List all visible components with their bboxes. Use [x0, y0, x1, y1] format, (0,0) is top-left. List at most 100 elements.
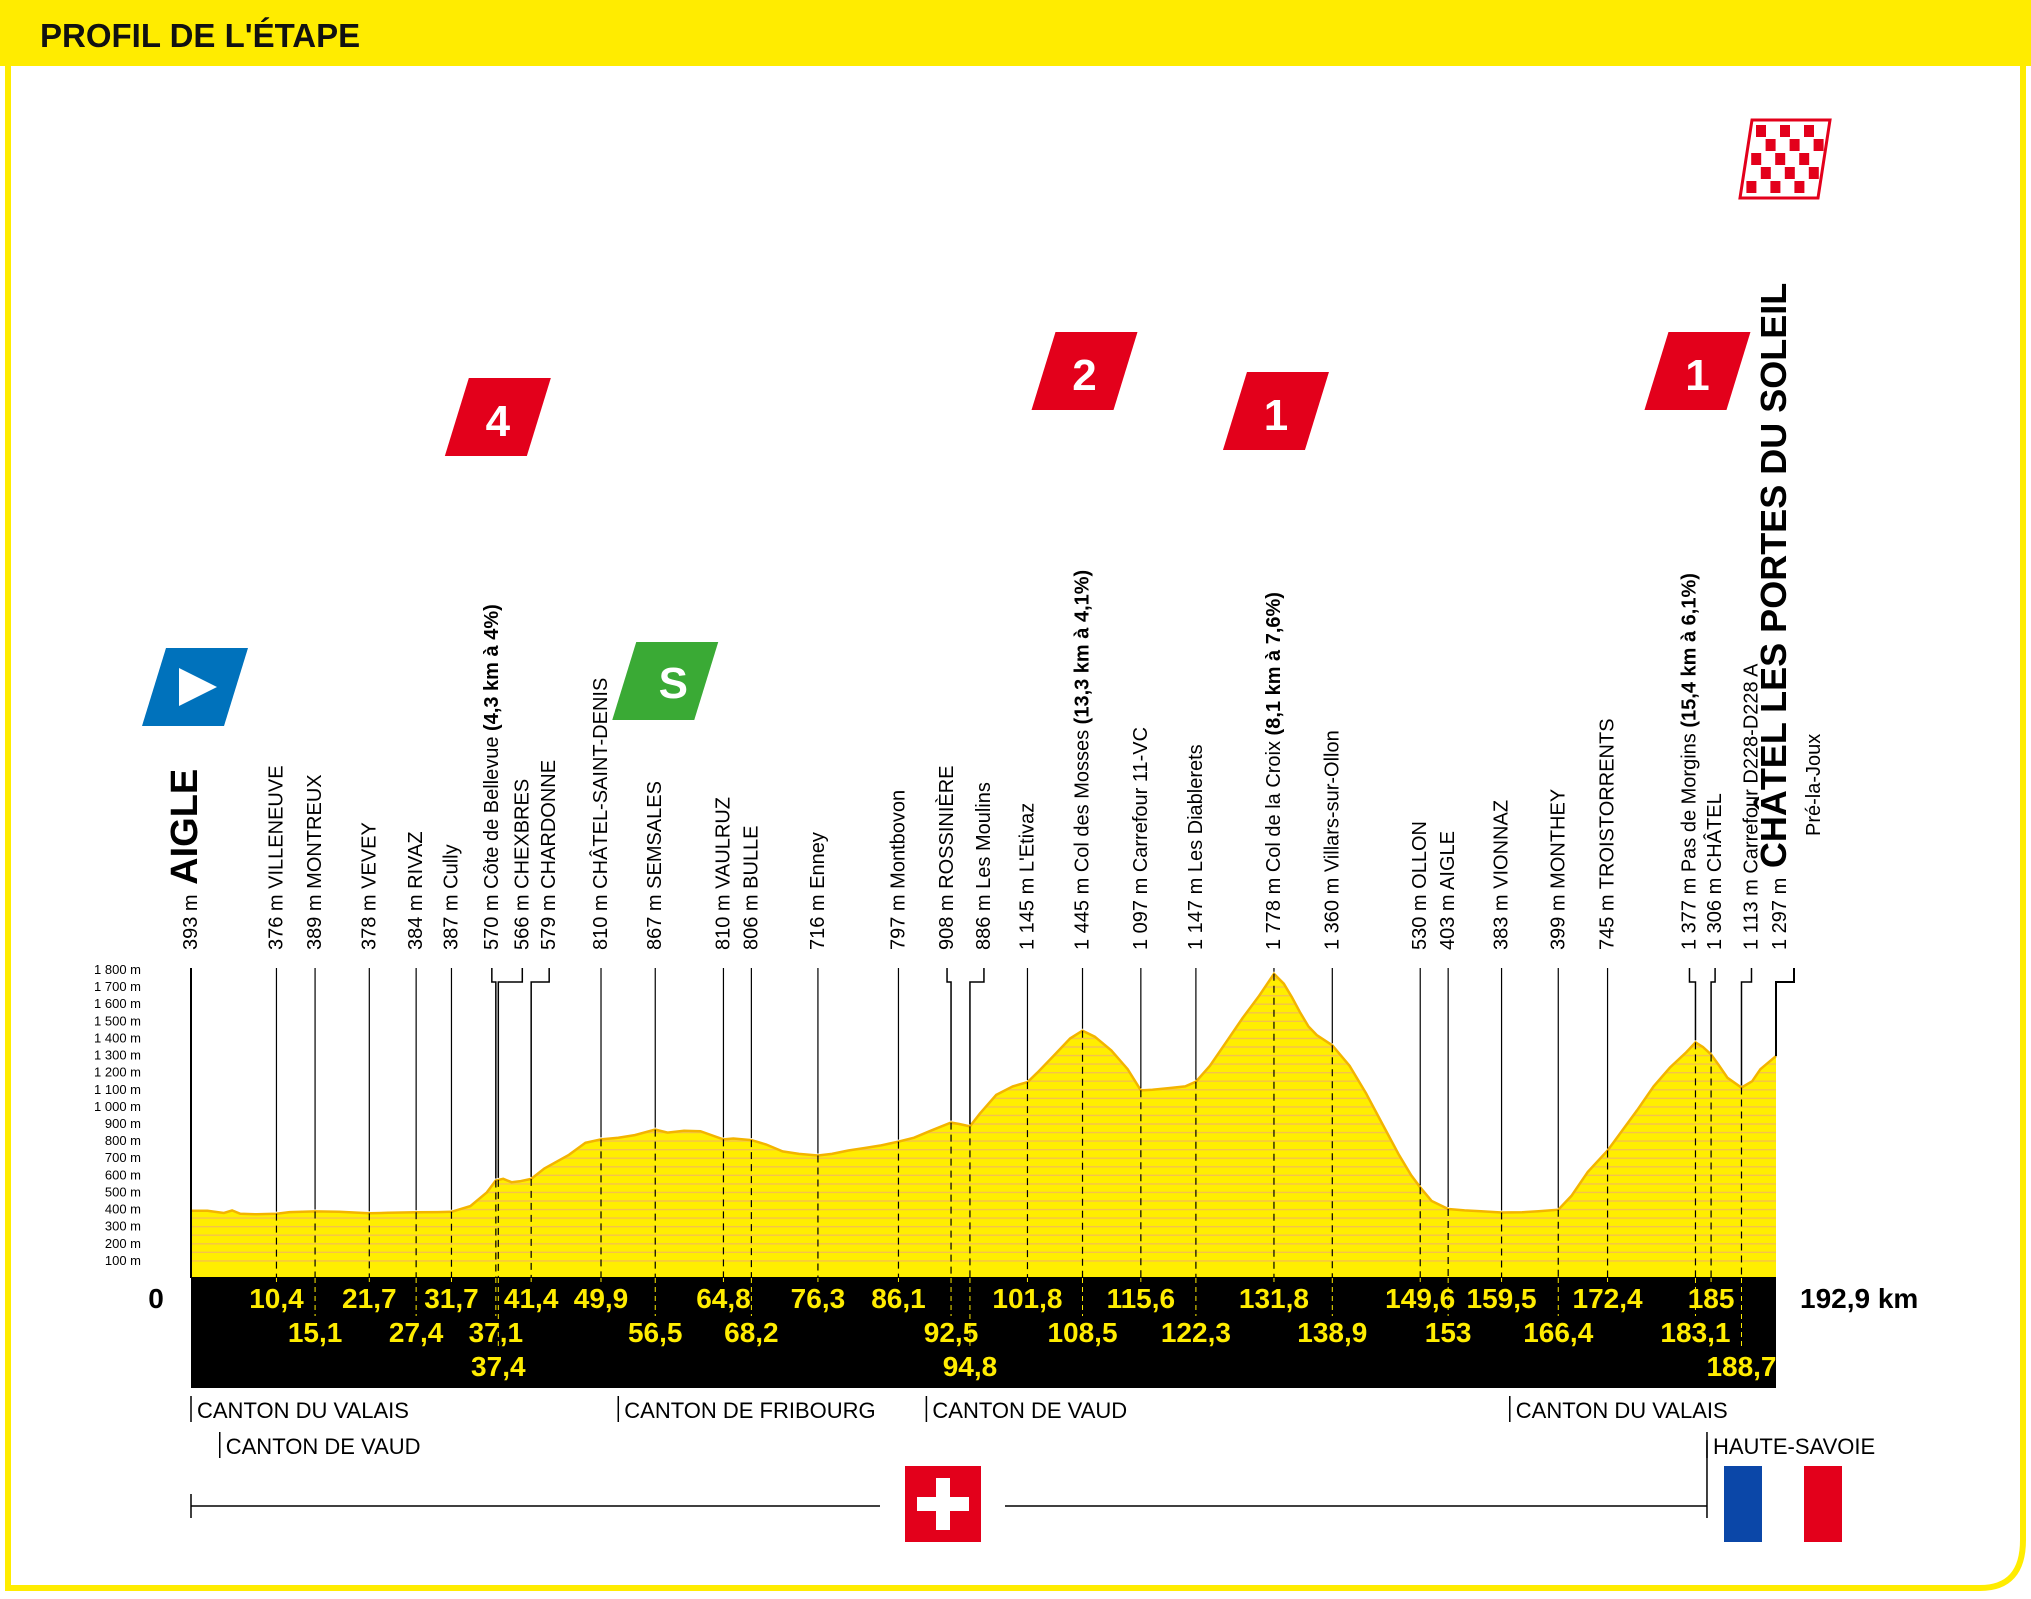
waypoint-name: MONTHEY — [1547, 789, 1569, 889]
climb-detail: (4,3 km à 4%) — [481, 604, 503, 736]
waypoint-label: 908 m ROSSINIÈRE — [935, 765, 958, 950]
waypoint-connector — [1740, 968, 1753, 1086]
waypoint-connector — [969, 968, 985, 1125]
km-total-label: 192,9 km — [1800, 1283, 1918, 1314]
waypoint-name: CHÂTEL LES PORTES DU SOLEIL — [1752, 283, 1794, 868]
climb-detail: (13,3 km à 4,1%) — [1072, 570, 1094, 730]
finish-flag-square — [1804, 125, 1814, 137]
climb-category-badge — [444, 378, 551, 456]
y-tick-label: 800 m — [105, 1133, 141, 1148]
waypoint-name: Carrefour D228-D228 A — [1740, 663, 1762, 874]
finish-flag-square — [1760, 167, 1771, 179]
km-label-middle: 68,2 — [724, 1317, 779, 1348]
waypoint-connector — [1688, 968, 1697, 1041]
waypoint-label: 1 778 m Col de la Croix (8,1 km à 7,6%) — [1263, 592, 1285, 950]
waypoint-name: AIGLE — [1437, 831, 1459, 890]
waypoint-connector — [491, 968, 497, 1179]
waypoint-name: Côte de Bellevue — [481, 737, 503, 889]
waypoint-name: Villars-sur-Ollon — [1321, 730, 1343, 872]
finish-bracket — [1775, 968, 1795, 1057]
waypoint-name: CHARDONNE — [538, 760, 560, 889]
km-label-middle: 27,4 — [389, 1317, 444, 1348]
sprint-letter: S — [659, 659, 688, 708]
waypoint-name: CHÂTEL-SAINT-DENIS — [589, 678, 612, 889]
y-tick-label: 500 m — [105, 1184, 141, 1199]
y-tick-label: 400 m — [105, 1202, 141, 1217]
waypoint-name: MONTREUX — [304, 774, 326, 888]
waypoint-altitude: 389 m — [304, 889, 326, 950]
waypoint-altitude: 908 m — [936, 889, 958, 950]
waypoint-label: 1 377 m Pas de Morgins (15,4 km à 6,1%) — [1678, 573, 1700, 950]
km-label-upper: 131,8 — [1239, 1283, 1309, 1314]
y-tick-label: 900 m — [105, 1116, 141, 1131]
country-row — [190, 1440, 1842, 1542]
waypoint-connector — [946, 968, 952, 1121]
climb-category-badge — [1222, 372, 1329, 450]
region-label: CANTON DE FRIBOURG — [624, 1398, 875, 1423]
waypoint-label: 1 445 m Col des Mosses (13,3 km à 4,1%) — [1072, 570, 1094, 950]
km-label-lower: 188,7 — [1706, 1351, 1776, 1382]
waypoint-label: 384 m RIVAZ — [405, 831, 427, 950]
waypoint-connector — [1710, 968, 1716, 1053]
km-label-upper: 172,4 — [1573, 1283, 1643, 1314]
waypoint-label: 1 145 m L'Etivaz — [1016, 803, 1038, 950]
region-label: CANTON DU VALAIS — [197, 1398, 409, 1423]
y-tick-label: 1 000 m — [94, 1099, 141, 1114]
finish-flag-square — [1756, 125, 1766, 137]
finish-flag-square — [1770, 181, 1781, 193]
waypoint-altitude: 393 m — [180, 889, 202, 950]
waypoint-name: Col de la Croix — [1263, 741, 1285, 872]
waypoint-label: 566 m CHEXBRES — [511, 779, 533, 950]
km-label-upper: 101,8 — [992, 1283, 1062, 1314]
waypoint-name: Col des Mosses — [1072, 730, 1094, 872]
y-tick-label: 1 300 m — [94, 1048, 141, 1063]
waypoint-altitude: 1 360 m — [1321, 872, 1343, 950]
waypoint-altitude: 1 145 m — [1016, 872, 1038, 950]
waypoint-altitude: 570 m — [481, 889, 503, 950]
region-label: CANTON DE VAUD — [932, 1398, 1127, 1423]
waypoint-label: 716 m Enney — [807, 832, 829, 950]
waypoint-altitude: 579 m — [538, 889, 560, 950]
finish-flag-square — [1799, 153, 1810, 165]
finish-flag-square — [1775, 153, 1786, 165]
waypoint-connector — [497, 968, 524, 1178]
km-label-middle: 183,1 — [1660, 1317, 1730, 1348]
finish-flag-square — [1808, 167, 1819, 179]
waypoint-label: 1 360 m Villars-sur-Ollon — [1321, 730, 1343, 950]
waypoint-label: 806 m BULLE — [740, 825, 762, 950]
km-label-middle: 15,1 — [288, 1317, 343, 1348]
waypoint-altitude: 810 m — [590, 889, 612, 950]
finish-flag-square — [1784, 167, 1795, 179]
sprint-badge — [612, 642, 719, 720]
waypoint-altitude: 530 m — [1409, 889, 1431, 950]
waypoint-name: RIVAZ — [405, 831, 427, 888]
y-tick-label: 100 m — [105, 1253, 141, 1268]
region-label: HAUTE-SAVOIE — [1713, 1434, 1875, 1459]
waypoint-connector — [530, 968, 550, 1177]
finish-flag-square — [1789, 139, 1800, 151]
waypoint-label: 393 m AIGLE — [164, 769, 206, 950]
km-label-upper: 149,6 — [1385, 1283, 1455, 1314]
waypoint-altitude: 1 297 m — [1769, 872, 1791, 950]
km-label-middle: 92,5 — [924, 1317, 979, 1348]
waypoint-label: 810 m VAULRUZ — [712, 797, 734, 950]
waypoint-altitude: 403 m — [1437, 890, 1459, 950]
waypoint-altitude: 387 m — [440, 889, 462, 950]
km-label-upper: 115,6 — [1107, 1283, 1176, 1314]
waypoint-altitude: 1 445 m — [1072, 872, 1094, 950]
km-label-lower: 37,4 — [471, 1351, 526, 1382]
y-tick-label: 1 600 m — [94, 996, 141, 1011]
waypoint-altitude: 1 306 m — [1704, 872, 1726, 950]
km-start-label: 0 — [148, 1283, 164, 1314]
waypoint-label: 1 113 m Carrefour D228-D228 A — [1740, 663, 1762, 950]
waypoint-label: 399 m MONTHEY — [1547, 789, 1569, 950]
waypoint-label: 867 m SEMSALES — [644, 781, 666, 950]
finish-flag-square — [1780, 125, 1790, 137]
km-label-upper: 86,1 — [871, 1283, 926, 1314]
region-label: CANTON DU VALAIS — [1516, 1398, 1728, 1423]
waypoint-name: Les Moulins — [973, 782, 995, 889]
waypoint-altitude: 566 m — [511, 889, 533, 950]
waypoint-altitude: 1 113 m — [1740, 874, 1762, 950]
waypoint-name: VAULRUZ — [712, 797, 734, 889]
